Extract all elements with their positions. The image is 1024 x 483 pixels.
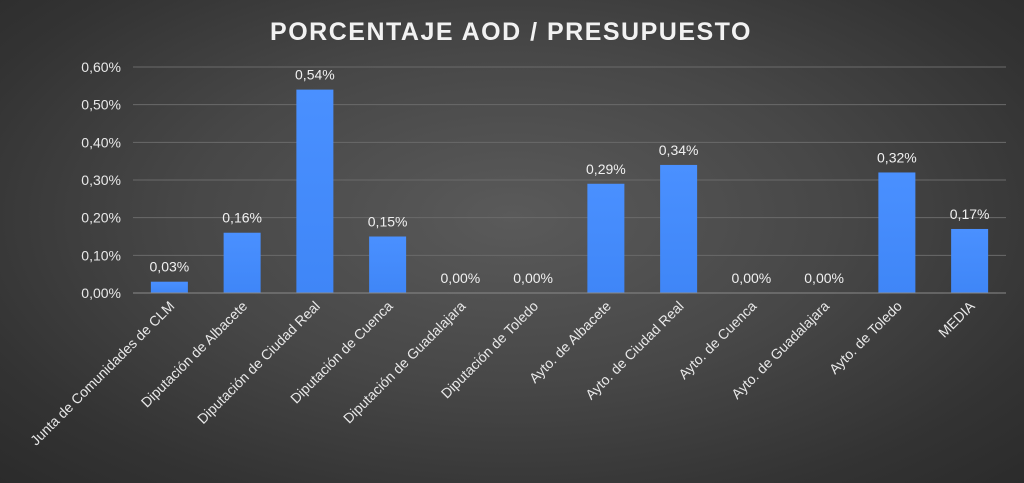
data-label: 0,54% xyxy=(295,67,335,83)
y-tick-label: 0,10% xyxy=(81,247,121,263)
y-axis-tick-labels: 0,00% 0,10% 0,20% 0,30% 0,40% 0,50% 0,60% xyxy=(81,59,121,301)
data-label: 0,03% xyxy=(150,259,190,275)
data-label: 0,34% xyxy=(659,142,699,158)
bar xyxy=(223,232,261,293)
data-label: 0,00% xyxy=(732,270,772,286)
y-tick-label: 0,40% xyxy=(81,134,121,150)
bar xyxy=(660,164,698,293)
category-label: Diputación de Guadalajara xyxy=(340,298,469,427)
bar xyxy=(296,89,334,293)
category-label: Diputación de Ciudad Real xyxy=(194,298,323,427)
data-label: 0,16% xyxy=(222,210,262,226)
y-tick-label: 0,60% xyxy=(81,59,121,75)
chart-title: PORCENTAJE AOD / PRESUPUESTO xyxy=(270,18,752,46)
y-tick-label: 0,00% xyxy=(81,285,121,301)
data-label: 0,17% xyxy=(950,206,990,222)
data-label: 0,00% xyxy=(804,270,844,286)
data-label: 0,00% xyxy=(513,270,553,286)
data-label: 0,00% xyxy=(441,270,481,286)
category-label: Junta de Comunidades de CLM xyxy=(27,298,178,449)
data-label: 0,29% xyxy=(586,161,626,177)
y-tick-label: 0,20% xyxy=(81,210,121,226)
data-labels: 0,03% 0,16% 0,54% 0,15% 0,00% 0,00% 0,29% 0,34%… xyxy=(150,67,990,286)
bar xyxy=(150,281,188,293)
y-tick-label: 0,50% xyxy=(81,97,121,113)
gridlines xyxy=(133,66,1006,256)
bar xyxy=(587,183,625,293)
category-label: Ayto. de Cuenca xyxy=(675,298,759,382)
bar xyxy=(369,236,407,293)
data-label: 0,32% xyxy=(877,149,917,165)
y-tick-label: 0,30% xyxy=(81,172,121,188)
bar xyxy=(878,172,916,293)
bar xyxy=(951,228,989,293)
category-label: Ayto. de Toledo xyxy=(826,298,905,377)
category-label: MEDIA xyxy=(935,297,978,340)
data-label: 0,15% xyxy=(368,214,408,230)
bars xyxy=(150,89,989,293)
